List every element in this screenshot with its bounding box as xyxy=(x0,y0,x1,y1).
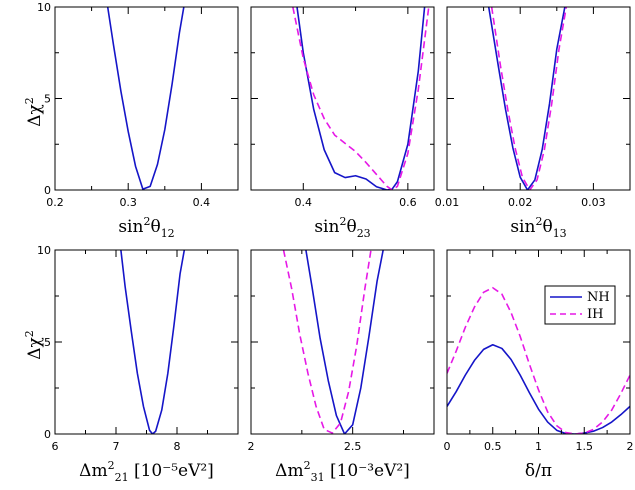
y-tick-label: 10 xyxy=(37,244,51,257)
panel-frame xyxy=(54,249,239,435)
x-tick-label: 0.6 xyxy=(399,196,417,209)
panel-2: 0.4 0.6 sin2θ23 xyxy=(250,6,435,240)
panel-4: 6 7 8 0 5 10 Δm221 [10⁻⁵eV²] xyxy=(37,244,239,484)
x-tick-label: 7 xyxy=(113,440,120,453)
y-tick-label: 0 xyxy=(44,184,51,197)
series-nh-panel-4 xyxy=(120,250,186,434)
panel-3: 0.01 0.02 0.03 sin2θ13 xyxy=(435,6,631,240)
series-nh-panel-2 xyxy=(296,7,426,190)
x-tick-label: 1.5 xyxy=(576,440,594,453)
y-tick-label: 5 xyxy=(44,336,51,349)
x-tick-label: 0.01 xyxy=(435,196,460,209)
x-axis-label: sin2θ23 xyxy=(314,215,370,240)
panel-frame xyxy=(250,249,435,435)
series-nh-panel-5 xyxy=(305,250,384,434)
x-tick-label: 0.4 xyxy=(295,196,313,209)
series-nh-panel-3 xyxy=(487,7,566,190)
legend-box xyxy=(544,285,616,325)
series-ih-panel-2 xyxy=(292,7,430,190)
x-tick-label: 0.2 xyxy=(46,196,64,209)
legend-label-nh: NH xyxy=(587,290,610,305)
x-axis-label: δ/π xyxy=(525,461,552,481)
x-tick-label: 8 xyxy=(174,440,181,453)
ylabel-bottom: Δχ2 xyxy=(23,330,45,360)
x-tick-label: 0.4 xyxy=(193,196,211,209)
x-axis-label: Δm231 [10⁻³eV²] xyxy=(275,459,410,484)
x-tick-label: 1 xyxy=(535,440,542,453)
x-tick-label: 2 xyxy=(248,440,255,453)
legend: NH IH xyxy=(544,285,616,325)
panel-frame xyxy=(54,6,239,191)
x-axis-label: sin2θ13 xyxy=(510,215,566,240)
x-tick-label: 0 xyxy=(444,440,451,453)
panel-6: 0 0.5 1 1.5 2 δ/π xyxy=(444,249,634,481)
x-tick-label: 6 xyxy=(52,440,59,453)
panel-1: 0.2 0.3 0.4 0 5 10 sin2θ12 xyxy=(37,1,239,240)
series-nh-panel-6 xyxy=(447,343,630,434)
series-ih-panel-6 xyxy=(447,286,630,434)
x-axis-label: Δm221 [10⁻⁵eV²] xyxy=(79,459,214,484)
x-tick-label: 0.02 xyxy=(508,196,533,209)
panel-frame xyxy=(446,249,631,435)
y-tick-label: 0 xyxy=(44,428,51,441)
x-tick-label: 2.5 xyxy=(344,440,362,453)
x-tick-label: 0.03 xyxy=(581,196,606,209)
y-tick-label: 5 xyxy=(44,93,51,106)
panel-5: 2 2.5 Δm231 [10⁻³eV²] xyxy=(248,249,435,484)
ylabel-top: Δχ2 xyxy=(23,97,45,127)
series-ih-panel-3 xyxy=(490,7,568,190)
x-tick-label: 0.5 xyxy=(484,440,502,453)
panel-frame xyxy=(250,6,435,191)
x-axis-label: sin2θ12 xyxy=(118,215,174,240)
y-tick-label: 10 xyxy=(37,1,51,14)
legend-label-ih: IH xyxy=(587,307,603,322)
x-tick-label: 0.3 xyxy=(119,196,137,209)
series-ih-panel-5 xyxy=(282,250,372,434)
series-nh-panel-1 xyxy=(106,7,185,190)
x-tick-label: 2 xyxy=(627,440,634,453)
